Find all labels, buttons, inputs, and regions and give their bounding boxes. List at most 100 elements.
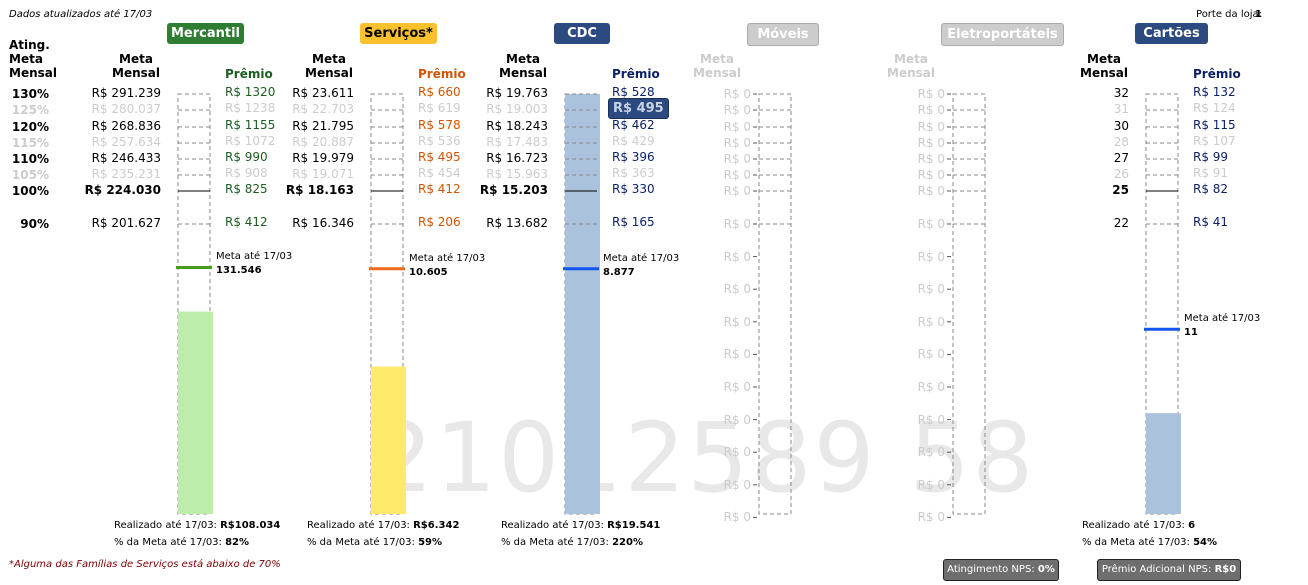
premio-value-1: R$ 412	[418, 182, 461, 196]
family-pill-3: Móveis	[747, 23, 819, 46]
ating-level: 125%	[11, 103, 49, 117]
premio-value-0: R$ 412	[225, 215, 268, 229]
axis-label-4: R$ 0	[917, 87, 945, 101]
premio-value-1: R$ 578	[418, 118, 461, 132]
premio-value-2: R$ 528	[612, 85, 655, 99]
meta-ate-value-5: 11	[1184, 327, 1198, 339]
family-box-4	[952, 93, 986, 515]
pct-value: 54%	[1193, 537, 1218, 548]
meta-value-1: R$ 20.887	[292, 135, 354, 149]
premio-value-1: R$ 495	[418, 150, 461, 164]
meta-value-1: R$ 16.346	[292, 216, 354, 230]
meta-value-5: 26	[1113, 167, 1129, 181]
axis-label-3: R$ 0	[723, 347, 751, 362]
axis-label-4: R$ 0	[917, 152, 945, 166]
watermark: 21012589 58	[372, 402, 1036, 514]
meta-header-2: Meta Mensal	[499, 52, 547, 80]
realizado-0: Realizado até 17/03: R$108.034	[114, 520, 280, 531]
porte-label: Porte da loja:	[1196, 9, 1262, 20]
meta-value-0: R$ 268.836	[91, 119, 161, 133]
axis-label-3: R$ 0	[723, 87, 751, 101]
axis-label-3: R$ 0	[723, 380, 751, 394]
axis-label-3: R$ 0	[723, 103, 751, 117]
meta-value-5: 32	[1113, 86, 1129, 100]
premio-header-0: Prêmio	[225, 67, 273, 81]
meta-value-2: R$ 15.203	[479, 183, 548, 197]
premio-value-0: R$ 908	[225, 166, 268, 180]
premio-value-5: R$ 91	[1193, 166, 1229, 180]
meta-value-1: R$ 19.071	[292, 167, 354, 181]
meta-value-2: R$ 17.483	[486, 135, 548, 149]
meta-value-1: R$ 21.795	[292, 119, 354, 133]
axis-label-4: R$ 0	[917, 249, 945, 264]
ating-level: 120%	[11, 120, 49, 134]
meta-value-1: R$ 22.703	[292, 102, 354, 116]
axis-label-4: R$ 0	[917, 380, 945, 394]
axis-label-3: R$ 0	[723, 217, 751, 231]
meta-value-2: R$ 16.723	[486, 151, 548, 165]
axis-label-3: R$ 0	[723, 184, 751, 198]
realizado-value: R$6.342	[413, 520, 460, 531]
premio-value-1: R$ 206	[418, 215, 461, 229]
premio-value-5: R$ 132	[1193, 85, 1236, 99]
axis-label-3: R$ 0	[723, 412, 751, 427]
porte-value: 1	[1255, 9, 1262, 20]
premio-value-0: R$ 1238	[225, 101, 276, 115]
premio-value-2: R$ 330	[612, 182, 655, 196]
axis-label-3: R$ 0	[723, 445, 751, 460]
realizado-label: Realizado até 17/03:	[114, 520, 221, 531]
meta-value-0: R$ 235.231	[91, 167, 161, 181]
axis-label-4: R$ 0	[917, 347, 945, 362]
pct-label: % da Meta até 17/03:	[1082, 537, 1194, 548]
premio-value-2: R$ 363	[612, 166, 655, 180]
meta-ate-label-0: Meta até 17/03	[216, 251, 293, 263]
ating-level: 130%	[11, 87, 49, 101]
family-pill-5: Cartões	[1135, 23, 1208, 44]
axis-label-4: R$ 0	[917, 103, 945, 117]
axis-label-4: R$ 0	[917, 510, 945, 525]
realizado-5: Realizado até 17/03: 6	[1082, 520, 1195, 531]
meta-ate-value-0: 131.546	[216, 265, 262, 277]
premio-value-5: R$ 124	[1193, 101, 1236, 115]
realizado-bar-1	[371, 366, 406, 514]
pct-meta-0: % da Meta até 17/03: 82%	[114, 537, 249, 548]
ating-level: 115%	[11, 136, 49, 150]
realizado-label: Realizado até 17/03:	[307, 520, 414, 531]
axis-label-3: R$ 0	[723, 314, 751, 329]
family-pill-4: Eletroportáteis	[941, 23, 1064, 46]
realizado-1: Realizado até 17/03: R$6.342	[307, 520, 459, 531]
ating-level: 100%	[11, 184, 49, 198]
realizado-bar-2	[565, 94, 600, 514]
family-pill-0: Mercantil	[167, 23, 244, 44]
premio-value-1: R$ 536	[418, 134, 461, 148]
axis-label-4: R$ 0	[917, 412, 945, 427]
premio-value-1: R$ 660	[418, 85, 461, 99]
realizado-bar-0	[178, 311, 213, 514]
ating-level: 105%	[11, 168, 49, 182]
meta-ate-label-2: Meta até 17/03	[603, 252, 680, 264]
realizado-bar-5	[1146, 413, 1181, 514]
premio-value-2: R$ 165	[612, 215, 655, 229]
meta-value-0: R$ 280.037	[91, 102, 161, 116]
meta-value-1: R$ 19.979	[292, 151, 354, 165]
premio-value-0: R$ 1320	[225, 85, 276, 99]
meta-header-0: Meta Mensal	[112, 52, 160, 80]
axis-label-3: R$ 0	[723, 152, 751, 166]
pct-label: % da Meta até 17/03:	[307, 537, 419, 548]
realizado-value: 6	[1188, 520, 1196, 531]
premio-value-5: R$ 82	[1193, 182, 1229, 196]
premio-nps-badge: Prêmio Adicional NPS: R$0	[1097, 559, 1241, 581]
premio-value-1: R$ 619	[418, 101, 461, 115]
premio-value-0: R$ 1155	[225, 118, 276, 132]
meta-value-5: 25	[1112, 183, 1129, 197]
premio-value-0: R$ 990	[225, 150, 268, 164]
premio-value-2: R$ 429	[612, 134, 655, 148]
pct-meta-5: % da Meta até 17/03: 54%	[1082, 537, 1217, 548]
realizado-value: R$19.541	[607, 520, 661, 531]
axis-label-4: R$ 0	[917, 120, 945, 134]
pct-value: 59%	[418, 537, 443, 548]
meta-value-5: 31	[1113, 102, 1129, 116]
meta-header-3: Meta Mensal	[693, 52, 741, 80]
family-pill-2: CDC	[554, 23, 610, 44]
